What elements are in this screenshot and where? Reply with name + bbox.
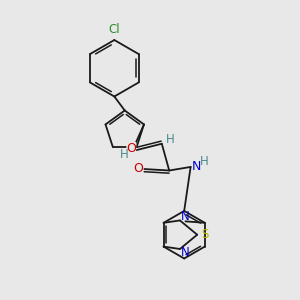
Text: H: H: [165, 134, 174, 146]
Text: O: O: [134, 162, 143, 175]
Text: N: N: [181, 246, 190, 259]
Text: H: H: [120, 148, 129, 161]
Text: H: H: [200, 155, 208, 168]
Text: Cl: Cl: [109, 22, 120, 36]
Text: S: S: [201, 228, 208, 241]
Text: N: N: [192, 160, 202, 173]
Text: O: O: [126, 142, 136, 155]
Text: N: N: [181, 210, 190, 223]
